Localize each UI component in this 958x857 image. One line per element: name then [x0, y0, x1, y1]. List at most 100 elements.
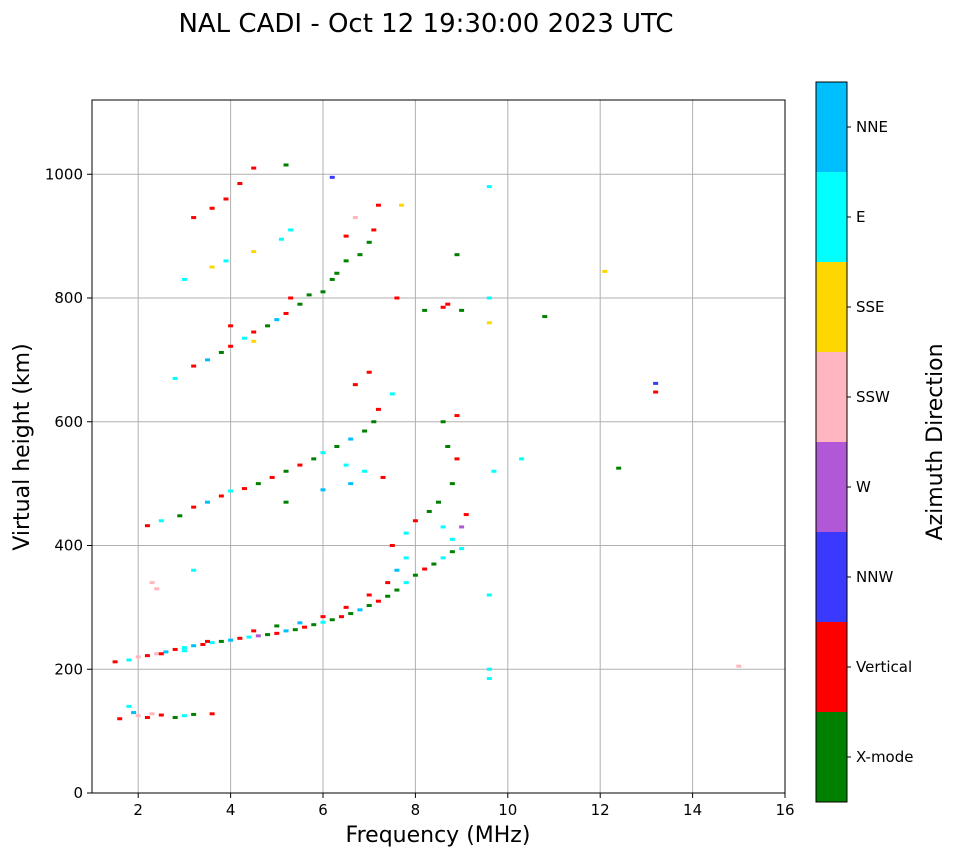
data-point	[320, 488, 326, 492]
data-point	[412, 573, 418, 577]
data-point	[255, 634, 261, 638]
x-tick-label: 2	[133, 801, 143, 819]
data-point	[288, 296, 294, 300]
data-point	[181, 277, 187, 281]
data-point	[371, 420, 377, 424]
data-point	[329, 618, 335, 622]
data-point	[422, 308, 428, 312]
data-point	[380, 475, 386, 479]
plot-background	[92, 100, 785, 793]
colorbar-label: Vertical	[856, 658, 912, 676]
data-point	[371, 228, 377, 232]
data-point	[209, 641, 215, 645]
data-point	[158, 519, 164, 523]
x-axis-label: Frequency (MHz)	[346, 823, 531, 848]
colorbar-label: E	[856, 208, 865, 226]
data-point	[223, 197, 229, 201]
colorbar-segment	[816, 172, 847, 262]
colorbar-label: W	[856, 478, 871, 496]
data-point	[131, 711, 137, 715]
data-point	[357, 608, 363, 612]
data-point	[403, 531, 409, 535]
data-point	[403, 581, 409, 585]
y-tick-label: 1000	[45, 165, 83, 183]
data-point	[343, 463, 349, 467]
data-point	[154, 652, 160, 656]
data-point	[283, 500, 289, 504]
data-point	[241, 487, 247, 491]
data-point	[445, 302, 451, 306]
colorbar-segment	[816, 262, 847, 352]
colorbar-label: NNW	[856, 568, 893, 586]
data-point	[440, 420, 446, 424]
colorbar-label: NNE	[856, 118, 888, 136]
data-point	[297, 302, 303, 306]
data-point	[394, 588, 400, 592]
data-point	[320, 615, 326, 619]
data-point	[251, 166, 257, 170]
data-point	[449, 550, 455, 554]
data-point	[144, 524, 150, 528]
data-point	[246, 635, 252, 639]
data-point	[283, 163, 289, 167]
colorbar-frame	[815, 81, 848, 803]
data-point	[144, 654, 150, 658]
data-point	[297, 463, 303, 467]
data-point	[454, 253, 460, 257]
data-point	[403, 556, 409, 560]
colorbar-segment	[816, 442, 847, 532]
data-point	[449, 482, 455, 486]
data-point	[218, 494, 224, 498]
data-point	[440, 305, 446, 309]
data-point	[431, 562, 437, 566]
y-tick-label: 600	[54, 413, 83, 431]
data-point	[292, 628, 298, 632]
data-point	[288, 228, 294, 232]
data-point	[436, 500, 441, 504]
data-point	[237, 182, 243, 186]
data-point	[149, 581, 155, 585]
x-tick-label: 6	[318, 801, 328, 819]
data-point	[343, 259, 349, 263]
data-point	[255, 482, 261, 486]
data-point	[334, 445, 340, 448]
data-point	[334, 271, 340, 275]
data-point	[135, 655, 141, 659]
data-point	[736, 664, 742, 668]
colorbar-segment	[816, 622, 847, 712]
data-point	[366, 593, 372, 597]
data-point	[218, 639, 224, 643]
data-point	[135, 714, 141, 718]
data-point	[389, 544, 395, 547]
data-point	[191, 216, 197, 220]
data-point	[486, 321, 492, 325]
data-point	[542, 315, 548, 319]
data-point	[459, 525, 465, 529]
data-point	[389, 392, 395, 396]
data-point	[265, 633, 271, 637]
data-point	[440, 525, 446, 529]
data-point	[352, 216, 358, 220]
data-point	[338, 615, 344, 619]
data-point	[117, 717, 123, 721]
data-point	[616, 466, 622, 470]
colorbar-title: Azimuth Direction	[923, 343, 948, 540]
y-tick-label: 0	[73, 784, 83, 802]
data-point	[459, 308, 465, 312]
data-point	[191, 568, 197, 572]
data-point	[274, 318, 280, 322]
colorbar-segment	[816, 82, 847, 172]
data-point	[362, 469, 368, 473]
data-point	[237, 636, 243, 640]
data-point	[209, 712, 215, 716]
data-point	[144, 716, 150, 720]
data-point	[394, 568, 400, 572]
y-tick-label: 400	[54, 537, 83, 555]
data-point	[251, 330, 257, 334]
data-point	[486, 296, 492, 300]
data-point	[283, 311, 289, 315]
data-point	[385, 581, 391, 585]
x-tick-label: 14	[683, 801, 702, 819]
data-point	[302, 625, 308, 629]
